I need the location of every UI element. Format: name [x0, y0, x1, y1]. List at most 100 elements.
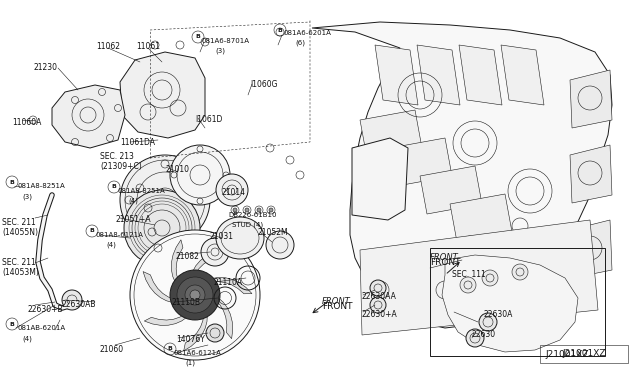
- Polygon shape: [570, 220, 612, 278]
- Text: FRONT: FRONT: [430, 258, 461, 267]
- Text: 21110B: 21110B: [172, 298, 201, 307]
- Text: 081AB-6201A: 081AB-6201A: [18, 325, 66, 331]
- Text: SEC. 211: SEC. 211: [2, 258, 36, 267]
- Polygon shape: [360, 220, 598, 335]
- Text: (4): (4): [128, 198, 138, 205]
- Polygon shape: [375, 45, 418, 105]
- Polygon shape: [459, 45, 502, 105]
- Circle shape: [245, 208, 249, 212]
- Circle shape: [482, 270, 498, 286]
- Text: 22630+A: 22630+A: [362, 310, 397, 319]
- Text: FRONT: FRONT: [322, 302, 353, 311]
- Polygon shape: [143, 272, 186, 303]
- Text: SEC. 211: SEC. 211: [2, 218, 36, 227]
- Text: (6): (6): [295, 40, 305, 46]
- Circle shape: [170, 270, 220, 320]
- Text: FRONT: FRONT: [322, 298, 351, 307]
- Text: 081A6-8701A: 081A6-8701A: [202, 38, 250, 44]
- Circle shape: [190, 290, 200, 300]
- Text: SEC. 213: SEC. 213: [100, 152, 134, 161]
- Circle shape: [124, 190, 200, 266]
- Circle shape: [466, 329, 484, 347]
- Text: 22630AB: 22630AB: [62, 300, 97, 309]
- Text: B: B: [111, 185, 116, 189]
- Text: 21110A: 21110A: [213, 278, 242, 287]
- Polygon shape: [420, 166, 482, 214]
- Polygon shape: [417, 45, 460, 105]
- Text: (3): (3): [215, 48, 225, 55]
- Text: J21001XZ: J21001XZ: [545, 350, 589, 359]
- Circle shape: [257, 208, 261, 212]
- Text: (1): (1): [185, 360, 195, 366]
- Polygon shape: [501, 45, 544, 105]
- Polygon shape: [442, 255, 578, 352]
- Bar: [540, 345, 628, 363]
- Text: (14055N): (14055N): [2, 228, 38, 237]
- Text: 22630+B: 22630+B: [28, 305, 63, 314]
- Text: (14053M): (14053M): [2, 268, 39, 277]
- Circle shape: [185, 285, 205, 305]
- Text: (4): (4): [106, 242, 116, 248]
- Polygon shape: [570, 145, 612, 203]
- Text: B: B: [196, 35, 200, 39]
- Circle shape: [177, 277, 213, 313]
- Text: 081A6-6201A: 081A6-6201A: [283, 30, 331, 36]
- Text: 11061: 11061: [136, 42, 160, 51]
- Text: 14076Y: 14076Y: [176, 335, 205, 344]
- Circle shape: [512, 264, 528, 280]
- Text: B: B: [10, 180, 15, 185]
- Polygon shape: [184, 303, 207, 351]
- Text: 21230: 21230: [34, 63, 58, 72]
- Text: 11062: 11062: [96, 42, 120, 51]
- Text: SEC. 111: SEC. 111: [452, 270, 486, 279]
- Circle shape: [206, 324, 224, 342]
- Circle shape: [130, 230, 260, 360]
- Text: I1061D: I1061D: [195, 115, 222, 124]
- Circle shape: [370, 297, 386, 313]
- Text: 11060A: 11060A: [12, 118, 42, 127]
- Polygon shape: [52, 85, 125, 148]
- Text: (3): (3): [22, 193, 32, 199]
- Text: 21014: 21014: [222, 188, 246, 197]
- Text: I1060G: I1060G: [250, 80, 278, 89]
- Text: 21031: 21031: [210, 232, 234, 241]
- Text: STUD (4): STUD (4): [232, 222, 263, 228]
- Circle shape: [170, 145, 230, 205]
- Text: B: B: [278, 28, 282, 32]
- Text: (4): (4): [22, 335, 32, 341]
- Text: 081A8-6121A: 081A8-6121A: [96, 232, 144, 238]
- Circle shape: [120, 155, 210, 245]
- Circle shape: [62, 290, 82, 310]
- Text: J21001XZ: J21001XZ: [563, 350, 605, 359]
- Ellipse shape: [216, 217, 264, 259]
- Circle shape: [460, 277, 476, 293]
- Circle shape: [479, 313, 497, 331]
- Text: 081A8-8251A: 081A8-8251A: [118, 188, 166, 194]
- Circle shape: [216, 174, 248, 206]
- Circle shape: [201, 238, 229, 266]
- Polygon shape: [201, 278, 252, 294]
- Text: 081A8-8251A: 081A8-8251A: [18, 183, 66, 189]
- Text: DB226-61B10: DB226-61B10: [228, 212, 276, 218]
- Polygon shape: [312, 22, 612, 328]
- Text: 21010: 21010: [165, 165, 189, 174]
- Text: B: B: [10, 321, 15, 327]
- Text: 21060: 21060: [100, 345, 124, 354]
- Polygon shape: [205, 295, 233, 339]
- Text: FRONT: FRONT: [430, 253, 459, 263]
- Text: (21309+C): (21309+C): [100, 162, 141, 171]
- Polygon shape: [191, 250, 229, 285]
- Polygon shape: [570, 70, 612, 128]
- Polygon shape: [450, 194, 512, 242]
- Circle shape: [233, 208, 237, 212]
- Polygon shape: [172, 240, 186, 291]
- Polygon shape: [352, 138, 408, 220]
- Bar: [430, 248, 605, 356]
- Text: 21082: 21082: [175, 252, 199, 261]
- Polygon shape: [120, 52, 205, 138]
- Text: 11061DA: 11061DA: [120, 138, 155, 147]
- Text: 22630AA: 22630AA: [362, 292, 397, 301]
- Polygon shape: [390, 138, 452, 186]
- Polygon shape: [360, 110, 422, 158]
- Text: 21052M: 21052M: [258, 228, 289, 237]
